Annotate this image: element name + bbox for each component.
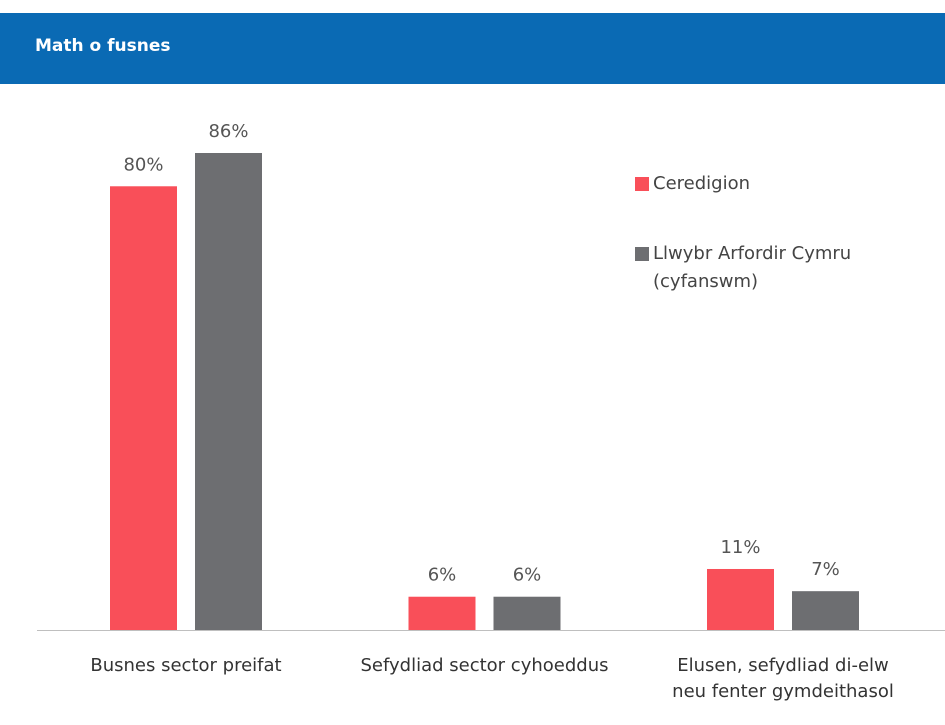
value-label: 7% bbox=[811, 559, 840, 580]
bar bbox=[408, 596, 476, 630]
value-label: 6% bbox=[428, 565, 457, 586]
bar bbox=[707, 568, 774, 630]
header-bar bbox=[0, 13, 945, 84]
x-tick-label: Busnes sector preifat bbox=[90, 655, 282, 676]
value-label: 80% bbox=[123, 154, 163, 175]
legend-swatch bbox=[635, 247, 649, 261]
bar bbox=[493, 596, 561, 630]
legend-label: Llwybr Arfordir Cymru (cyfanswm) bbox=[653, 243, 852, 292]
value-label: 6% bbox=[513, 565, 542, 586]
bar bbox=[195, 153, 262, 630]
x-tick-label: Elusen, sefydliad di-elw neu fenter gymd… bbox=[672, 655, 894, 702]
legend-item: Llwybr Arfordir Cymru (cyfanswm) bbox=[635, 240, 908, 296]
x-tick-label: Sefydliad sector cyhoeddus bbox=[360, 655, 609, 676]
value-label: 11% bbox=[720, 537, 760, 558]
bar bbox=[110, 186, 177, 631]
legend-label: Ceredigion bbox=[653, 173, 750, 194]
legend-item: Ceredigion bbox=[635, 170, 908, 198]
legend-swatch bbox=[635, 177, 649, 191]
bar bbox=[792, 591, 859, 630]
chart-title: Math o fusnes bbox=[35, 36, 171, 56]
value-label: 86% bbox=[208, 121, 248, 142]
